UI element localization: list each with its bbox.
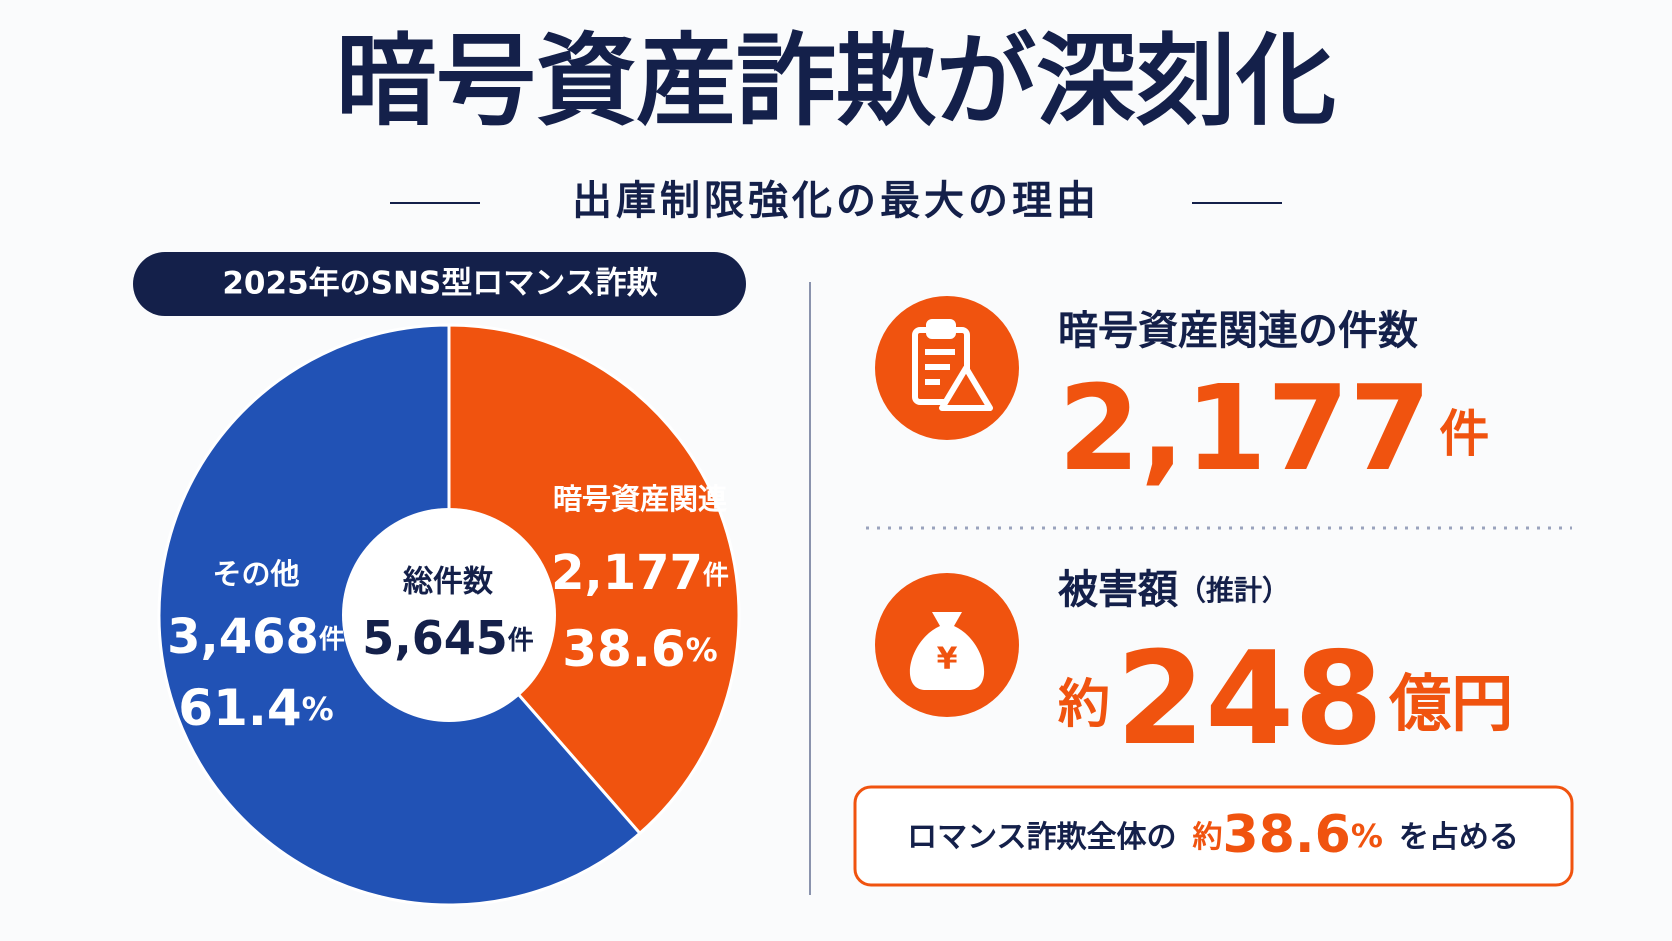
damage-value: 約248億円 bbox=[1058, 625, 1513, 774]
share-text: ロマンス詐欺全体の 約38.6% を占める bbox=[907, 805, 1519, 865]
slice-percent: 61.4% bbox=[178, 679, 333, 737]
yen-sign: ¥ bbox=[937, 642, 958, 677]
total-number: 5,645 bbox=[362, 611, 508, 665]
cases-value: 2,177 件 bbox=[1058, 359, 1489, 497]
slice-value: 2,177件 bbox=[551, 545, 729, 601]
damage-label: 被害額 bbox=[1058, 567, 1178, 613]
share-tail: を占める bbox=[1399, 820, 1519, 855]
slice-unit: 件 bbox=[319, 625, 345, 655]
page-subtitle: 出庫制限強化の最大の理由 bbox=[572, 178, 1100, 224]
total-title: 総件数 bbox=[403, 565, 493, 600]
cases-number: 2,177 bbox=[1058, 359, 1431, 497]
clipboard-icon bbox=[912, 319, 993, 411]
percent-unit: % bbox=[302, 690, 334, 728]
total-unit: 件 bbox=[508, 626, 534, 656]
slice-label: その他 bbox=[212, 557, 299, 591]
total-value: 5,645件 bbox=[362, 611, 534, 665]
pie-slice bbox=[447, 323, 741, 836]
damage-title: 被害額（推計） bbox=[1058, 567, 1290, 613]
cases-unit: 件 bbox=[1439, 405, 1489, 463]
percent-unit: % bbox=[686, 631, 718, 669]
share-lead: ロマンス詐欺全体の bbox=[907, 820, 1176, 855]
damage-unit: 億円 bbox=[1388, 667, 1513, 740]
share-prefix: 約 bbox=[1193, 820, 1223, 855]
slice-percent: 38.6% bbox=[562, 620, 717, 678]
percent-number: 61.4 bbox=[178, 679, 301, 737]
share-number: 38.6 bbox=[1223, 805, 1351, 865]
share-box bbox=[853, 785, 1574, 887]
slice-value: 3,468件 bbox=[167, 609, 345, 665]
pie-hole bbox=[342, 508, 556, 722]
slice-label: 暗号資産関連 bbox=[553, 482, 727, 516]
percent-number: 38.6 bbox=[562, 620, 685, 678]
damage-prefix: 約 bbox=[1058, 675, 1110, 735]
chart-title-pill bbox=[133, 252, 746, 316]
share-unit: % bbox=[1351, 817, 1383, 855]
slice-number: 3,468 bbox=[167, 609, 319, 665]
page-title: 暗号資産詐欺が深刻化 bbox=[336, 22, 1336, 139]
slice-number: 2,177 bbox=[551, 545, 703, 601]
slice-unit: 件 bbox=[703, 561, 729, 591]
chart-title: 2025年のSNS型ロマンス詐欺 bbox=[222, 266, 657, 302]
cases-title: 暗号資産関連の件数 bbox=[1058, 308, 1418, 354]
money-icon bbox=[909, 612, 985, 690]
damage-number: 248 bbox=[1116, 625, 1383, 774]
damage-note: （推計） bbox=[1178, 574, 1290, 607]
